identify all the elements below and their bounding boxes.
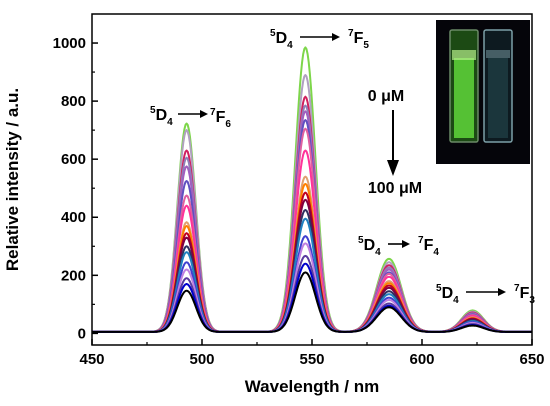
x-tick-label: 600 bbox=[409, 351, 434, 368]
spectrum-series-12 bbox=[92, 198, 532, 333]
axes-layer: 450 500 550 600 650 0 200 400 600 800 1000 Waveleng… bbox=[3, 13, 545, 396]
svg-text:7F6: 7F6 bbox=[210, 107, 231, 130]
transition-label-t3: 5D4 7F3 bbox=[436, 283, 535, 306]
series-layer bbox=[92, 46, 532, 333]
cuvette-photo-inset bbox=[436, 20, 530, 164]
concentration-arrow-head bbox=[387, 160, 399, 176]
transition-label-t4: 5D4 7F4 bbox=[358, 235, 439, 258]
y-tick-label: 0 bbox=[78, 325, 86, 342]
concentration-indicator: 0 μM 100 μM bbox=[368, 88, 422, 197]
transition-label-t6: 5D4 7F6 bbox=[150, 105, 231, 130]
cuvette-left-glow bbox=[454, 58, 474, 138]
spectrum-series-19 bbox=[92, 271, 532, 333]
y-tick-label: 800 bbox=[61, 93, 86, 110]
y-tick-label: 600 bbox=[61, 151, 86, 168]
x-tick-label: 650 bbox=[519, 351, 544, 368]
y-tick-label: 200 bbox=[61, 267, 86, 284]
transition-text-t3: 5D4 bbox=[436, 283, 459, 306]
transition-text-t6: 5D4 bbox=[150, 105, 173, 128]
y-tick-label: 400 bbox=[61, 209, 86, 226]
transition-label-t5: 5D4 7F5 bbox=[270, 28, 369, 51]
transition-text-t4: 5D4 bbox=[358, 235, 381, 258]
y-tick-label: 1000 bbox=[53, 35, 86, 52]
concentration-end-label: 100 μM bbox=[368, 180, 422, 197]
x-tick-label: 500 bbox=[189, 351, 214, 368]
svg-text:7F4: 7F4 bbox=[418, 235, 439, 258]
x-tick-label: 450 bbox=[79, 351, 104, 368]
x-tick-label: 550 bbox=[299, 351, 324, 368]
x-axis-title: Wavelength / nm bbox=[245, 377, 379, 396]
svg-text:7F5: 7F5 bbox=[348, 28, 369, 51]
y-axis-title: Relative intensity / a.u. bbox=[3, 88, 22, 271]
transition-text-t5: 5D4 bbox=[270, 28, 293, 51]
svg-text:7F3: 7F3 bbox=[514, 283, 535, 306]
annotation-layer: 5D4 7F6 5D4 7F5 5D4 7F4 5D4 7F3 bbox=[150, 28, 535, 306]
concentration-start-label: 0 μM bbox=[368, 88, 404, 105]
